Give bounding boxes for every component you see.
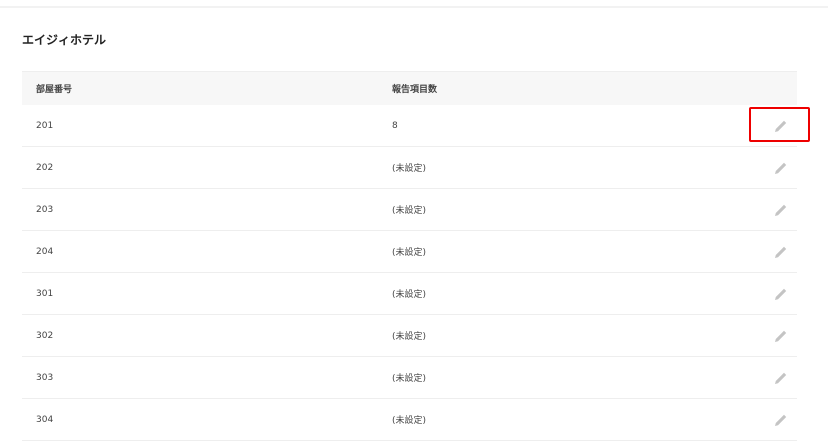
room-number: 203 [36, 204, 54, 215]
room-number: 304 [36, 414, 54, 425]
report-count: (未設定) [392, 206, 427, 216]
report-count: (未設定) [392, 290, 427, 300]
room-number: 202 [36, 162, 54, 173]
report-count: (未設定) [392, 164, 427, 174]
pencil-icon[interactable] [773, 118, 789, 134]
table-row: 302 (未設定) [22, 315, 797, 357]
pencil-icon[interactable] [773, 286, 789, 302]
header-report-count: 報告項目数 [392, 85, 438, 95]
pencil-icon[interactable] [773, 370, 789, 386]
header-room-number: 部屋番号 [36, 85, 73, 95]
top-divider [0, 6, 828, 8]
table-row: 201 8 [22, 105, 797, 147]
pencil-icon[interactable] [773, 244, 789, 260]
highlight-box [749, 107, 810, 142]
room-number: 303 [36, 372, 54, 383]
table-row: 304 (未設定) [22, 399, 797, 441]
table-row: 301 (未設定) [22, 273, 797, 315]
room-number: 201 [36, 120, 54, 131]
table-row: 204 (未設定) [22, 231, 797, 273]
room-number: 204 [36, 246, 54, 257]
pencil-icon[interactable] [773, 202, 789, 218]
report-count: (未設定) [392, 374, 427, 384]
report-count: 8 [392, 120, 398, 131]
report-count: (未設定) [392, 416, 427, 426]
table-header: 部屋番号 報告項目数 [22, 71, 797, 105]
table-row: 203 (未設定) [22, 189, 797, 231]
hotel-title: エイジィホテル [22, 33, 107, 47]
report-count: (未設定) [392, 332, 427, 342]
pencil-icon[interactable] [773, 412, 789, 428]
table-row: 202 (未設定) [22, 147, 797, 189]
rooms-table: 部屋番号 報告項目数 201 8 202 (未設定) 203 (未設定) 204… [22, 71, 797, 441]
table-row: 303 (未設定) [22, 357, 797, 399]
pencil-icon[interactable] [773, 160, 789, 176]
room-number: 301 [36, 288, 54, 299]
report-count: (未設定) [392, 248, 427, 258]
pencil-icon[interactable] [773, 328, 789, 344]
room-number: 302 [36, 330, 54, 341]
